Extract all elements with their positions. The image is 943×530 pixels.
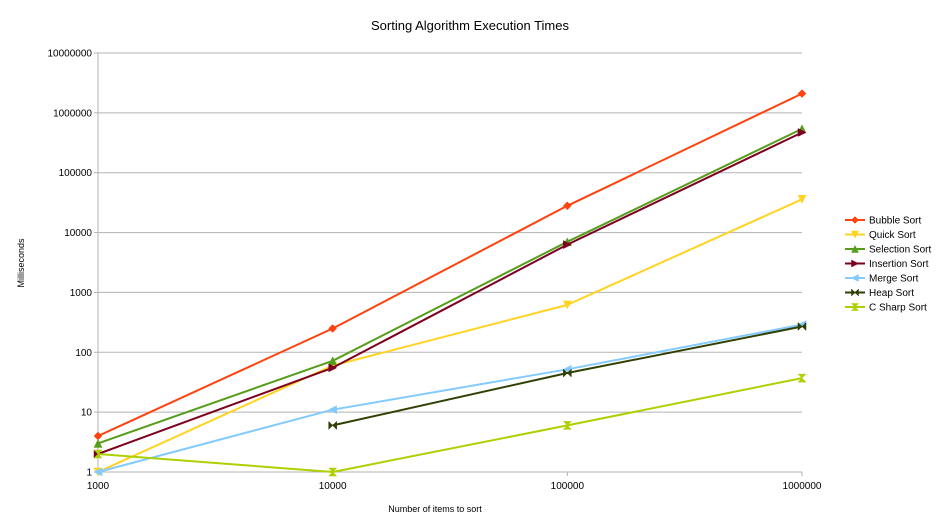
legend-item-c-sharp-sort: C Sharp Sort [845, 303, 927, 314]
data-point-c-sharp-sort [328, 467, 338, 477]
axes [94, 52, 803, 476]
series-line-bubble-sort [97, 92, 803, 437]
legend-label: Bubble Sort [869, 216, 921, 227]
legend-label: Selection Sort [869, 245, 931, 256]
data-point-selection-sort [93, 438, 103, 448]
data-point-c-sharp-sort [93, 449, 103, 459]
legend-marker [850, 274, 859, 282]
chart-title: Sorting Algorithm Execution Times [371, 18, 569, 33]
x-tick-labels: 1000 10000 100000 1000000 [87, 481, 822, 492]
y-tick-label: 100 [75, 348, 92, 359]
legend-marker [851, 230, 859, 239]
y-tick-label: 100000 [59, 168, 93, 179]
series-line-heap-sort [332, 325, 803, 427]
legend-label: Merge Sort [869, 274, 919, 285]
series-line-c-sharp-sort [97, 377, 803, 473]
data-point-c-sharp-sort [562, 421, 572, 430]
data-point-bubble-sort [797, 89, 807, 98]
data-point-selection-sort [328, 356, 338, 366]
x-tick-label: 10000 [319, 481, 347, 492]
y-axis-label: Milliseconds [16, 238, 26, 288]
data-point-heap-sort [563, 368, 572, 378]
data-point-heap-sort [797, 321, 807, 332]
data-point-insertion-sort [563, 240, 572, 249]
x-tick-label: 1000 [87, 481, 110, 492]
legend-item-bubble-sort: Bubble Sort [845, 216, 921, 227]
series-c-sharp-sort [93, 373, 807, 477]
series-layer [93, 89, 807, 477]
x-tick-label: 100000 [551, 481, 585, 492]
legend-item-selection-sort: Selection Sort [845, 245, 931, 256]
legend-item-heap-sort: Heap Sort [845, 288, 914, 299]
x-axis-label: Number of items to sort [388, 504, 482, 514]
series-line-selection-sort [97, 127, 803, 445]
series-line-merge-sort [97, 323, 803, 473]
gridlines [98, 52, 802, 473]
series-bubble-sort [93, 89, 807, 441]
series-line-quick-sort [97, 198, 803, 473]
legend-marker [851, 216, 859, 224]
legend-label: Heap Sort [869, 288, 914, 299]
data-point-bubble-sort [562, 201, 572, 211]
legend-marker [851, 244, 859, 253]
data-point-quick-sort [562, 300, 572, 310]
legend-label: Insertion Sort [869, 259, 929, 270]
series-line-insertion-sort [97, 131, 803, 455]
data-point-heap-sort [328, 420, 337, 431]
data-point-quick-sort [797, 195, 807, 204]
legend-item-insertion-sort: Insertion Sort [845, 259, 929, 270]
data-point-bubble-sort [328, 324, 338, 333]
legend-label: C Sharp Sort [869, 303, 927, 314]
y-tick-label: 10000000 [48, 49, 93, 60]
legend-marker [850, 303, 860, 311]
legend-label: Quick Sort [869, 230, 916, 241]
data-point-insertion-sort [328, 363, 338, 373]
y-tick-label: 1000000 [53, 108, 92, 119]
y-tick-label: 1 [86, 468, 92, 479]
legend-item-quick-sort: Quick Sort [845, 230, 916, 241]
y-tick-labels: 1 10 100 1000 10000 100000 1000000 10000000 [48, 49, 93, 479]
legend-marker [851, 259, 860, 268]
legend-marker [851, 288, 859, 297]
data-point-insertion-sort [797, 128, 807, 137]
y-tick-label: 10 [81, 408, 93, 419]
data-point-merge-sort [93, 467, 103, 477]
data-point-merge-sort [328, 405, 337, 415]
y-tick-label: 10000 [64, 228, 92, 239]
data-point-bubble-sort [93, 431, 103, 441]
legend-item-merge-sort: Merge Sort [845, 274, 919, 285]
x-tick-label: 1000000 [783, 481, 822, 492]
series-quick-sort [93, 195, 807, 477]
y-tick-label: 1000 [70, 288, 93, 299]
legend: Bubble Sort Quick Sort Selection Sort Inser… [845, 216, 931, 314]
data-point-c-sharp-sort [797, 373, 807, 383]
series-heap-sort [328, 321, 807, 431]
